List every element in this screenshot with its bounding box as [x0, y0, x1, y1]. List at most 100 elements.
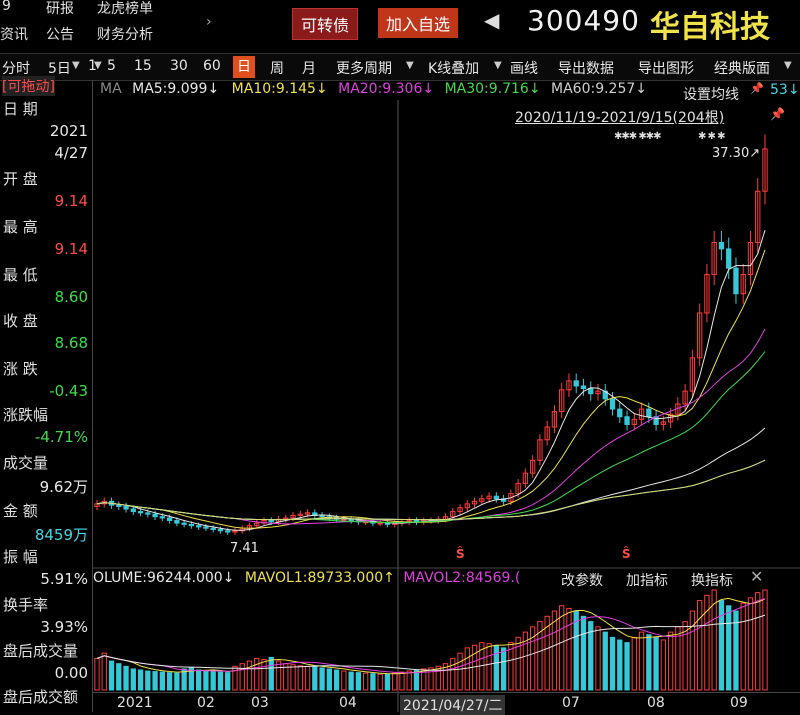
candle-body — [580, 385, 587, 390]
close-value: 8.68 — [54, 334, 88, 352]
amount-label: 金 额 — [3, 502, 38, 520]
volume-bar — [116, 663, 122, 691]
tab-more-periods[interactable]: 更多周期 — [336, 61, 392, 77]
candle-body — [660, 421, 667, 425]
volume-bar — [94, 657, 100, 691]
nav-item-dragon-tiger[interactable]: 龙虎榜单 — [97, 1, 153, 17]
candle-body — [464, 503, 470, 509]
pin-icon[interactable]: 📌 — [770, 107, 785, 121]
candle-body — [123, 505, 129, 510]
nav-item-9[interactable]: 9 — [2, 0, 11, 14]
volume-bar — [602, 631, 608, 691]
tab-intraday[interactable]: 分时 — [2, 61, 30, 77]
volume-bar — [377, 673, 383, 691]
stock-code: 300490 — [527, 4, 640, 37]
candle-body — [696, 312, 703, 359]
dropdown-arrow-icon[interactable]: ▼ — [72, 60, 80, 71]
ma5-line — [96, 230, 766, 531]
tab-5min[interactable]: 5 — [107, 58, 116, 74]
amplitude-label: 振 幅 — [3, 548, 38, 566]
candle-body — [377, 522, 383, 525]
add-indicator-button[interactable]: 加指标 — [626, 573, 668, 589]
tab-5day[interactable]: 5日 — [48, 61, 71, 77]
candle-body — [537, 439, 543, 461]
convertible-bond-button[interactable]: 可转债 — [292, 8, 359, 40]
volume-bar — [733, 610, 739, 691]
volume-bar — [108, 660, 115, 691]
volume-bar — [464, 647, 470, 691]
tab-1min[interactable]: 1 — [88, 58, 97, 74]
chevron-right-icon[interactable]: › — [206, 14, 212, 30]
date-monthday: 4/27 — [54, 144, 88, 162]
volume-bar — [573, 610, 579, 691]
volume-bar — [275, 660, 282, 691]
date-range[interactable]: 2020/11/19-2021/9/15(204根) — [515, 110, 725, 126]
candle-body — [747, 242, 754, 276]
dropdown-arrow-icon[interactable]: ▼ — [406, 60, 414, 71]
dropdown-arrow-icon[interactable]: ▼ — [94, 60, 102, 71]
nav-item-research[interactable]: 研报 — [46, 1, 74, 17]
volume-bar — [145, 670, 151, 691]
volume-bar — [348, 671, 354, 691]
modify-params-button[interactable]: 改参数 — [561, 573, 603, 589]
period-toolbar: 分时 5日 ▼ 1 ▼ 5 15 30 60 日 周 月 更多周期 ▼ K线叠加… — [0, 53, 800, 81]
volume-bar — [341, 670, 347, 691]
draggable-label[interactable]: [可拖动] — [2, 76, 55, 96]
volume-bar — [609, 636, 616, 691]
set-ma-button[interactable]: 设置均线 — [681, 84, 741, 104]
tab-60min[interactable]: 60 — [203, 58, 221, 74]
candle-body — [682, 390, 688, 405]
candle-body — [718, 242, 725, 250]
tab-15min[interactable]: 15 — [134, 58, 152, 74]
ma10-value: MA10:9.145↓ — [231, 81, 328, 97]
nav-item-news[interactable]: 资讯 — [0, 27, 28, 43]
x-tick: 08 — [647, 695, 665, 711]
kline-chart[interactable] — [93, 100, 800, 712]
volume-bar — [559, 605, 565, 691]
volume-bar — [500, 647, 507, 691]
candle-body — [566, 380, 572, 391]
tab-month[interactable]: 月 — [302, 61, 316, 77]
volume-bar — [123, 665, 129, 691]
pin-icon[interactable]: 📌 — [750, 82, 764, 95]
signal-marker[interactable]: Ŝ — [622, 547, 631, 561]
dropdown-arrow-icon[interactable]: ▼ — [494, 60, 502, 71]
mavol2-line — [96, 598, 766, 674]
candle-body — [195, 525, 202, 528]
export-chart-button[interactable]: 导出图形 — [638, 61, 694, 77]
export-data-button[interactable]: 导出数据 — [558, 61, 614, 77]
candle-body — [486, 495, 492, 500]
signal-marker[interactable]: Ŝ — [456, 547, 465, 561]
x-tick: 04 — [339, 695, 357, 711]
switch-indicator-button[interactable]: 换指标 — [691, 573, 733, 589]
kline-overlay-button[interactable]: K线叠加 — [428, 61, 480, 77]
x-tick: 07 — [562, 695, 580, 711]
ma5-value: MA5:9.099↓ — [132, 81, 220, 97]
volume-bar — [493, 645, 500, 691]
add-watchlist-button[interactable]: 加入自选 — [378, 8, 459, 38]
candle-body — [515, 482, 521, 495]
close-icon[interactable]: ✕ — [750, 567, 764, 586]
tab-30min[interactable]: 30 — [170, 58, 188, 74]
dropdown-arrow-icon[interactable]: ▼ — [784, 60, 792, 71]
x-tick: 02 — [197, 695, 215, 711]
candle-body — [755, 190, 761, 243]
event-markers[interactable]: ✱ ✱ ✱ — [698, 131, 725, 142]
triangle-left-icon[interactable]: ◀ — [484, 8, 500, 32]
nav-item-notice[interactable]: 公告 — [46, 27, 74, 43]
volume-bar — [515, 636, 521, 691]
classic-layout-button[interactable]: 经典版面 — [714, 61, 770, 77]
candle-body — [479, 498, 485, 502]
tab-week[interactable]: 周 — [270, 61, 284, 77]
pct-label: 涨跌幅 — [3, 406, 49, 424]
candle-body — [588, 388, 594, 395]
nav-item-financial[interactable]: 财务分析 — [97, 27, 153, 43]
draw-line-button[interactable]: 画线 — [510, 61, 538, 77]
candle-body — [573, 380, 579, 387]
event-markers[interactable]: ✱✱✱ ✱✱✱ — [614, 131, 661, 142]
volume-bar — [631, 636, 637, 691]
pct-value: -4.71% — [34, 428, 88, 446]
candle-body — [595, 390, 601, 395]
volume-bar — [152, 671, 158, 691]
tab-day[interactable]: 日 — [233, 56, 255, 78]
